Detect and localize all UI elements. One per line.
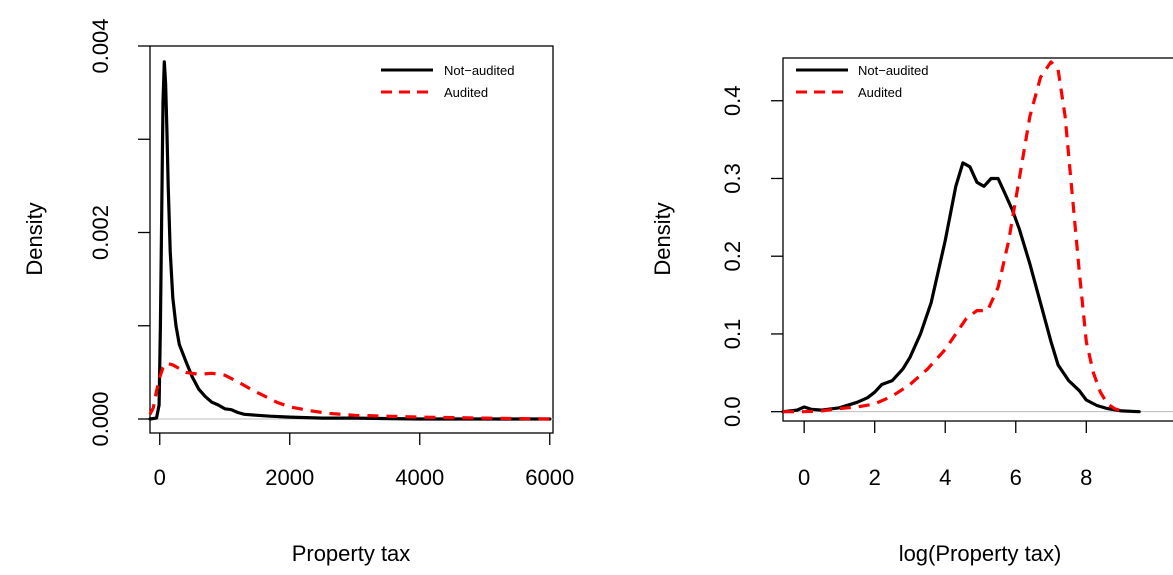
- right-series-line-not-audited: [781, 161, 1141, 414]
- right-y-ticks: 0.0 0.1 0.2 0.3 0.4: [720, 85, 783, 427]
- right-legend-label-audited: Audited: [858, 85, 902, 100]
- right-plot-box: [782, 57, 1173, 422]
- left-y-tick-label: 0.002: [88, 205, 113, 260]
- left-series-line-audited: [148, 361, 550, 421]
- left-y-axis-title: Density: [22, 202, 47, 275]
- left-x-tick-label: 2000: [265, 465, 314, 490]
- left-chart-panel: 0 2000 4000 6000 0.000 0.002 0.004 Property t…: [22, 18, 574, 566]
- left-y-tick-label: 0.000: [88, 391, 113, 446]
- right-x-tick-label: 2: [869, 465, 881, 490]
- right-y-tick-label: 0.2: [720, 241, 745, 272]
- right-x-tick-label: 6: [1010, 465, 1022, 490]
- left-series-line-not-audited: [148, 60, 552, 421]
- right-y-tick-label: 0.3: [720, 163, 745, 194]
- left-x-ticks: 0 2000 4000 6000: [154, 433, 574, 490]
- right-series-line-audited: [783, 60, 1123, 414]
- right-x-tick-label: 0: [798, 465, 810, 490]
- right-x-tick-label: 8: [1080, 465, 1092, 490]
- left-y-tick-label: 0.004: [88, 18, 113, 73]
- right-y-tick-label: 0.0: [720, 396, 745, 427]
- right-x-axis-title: log(Property tax): [899, 541, 1062, 566]
- left-legend-label-audited: Audited: [444, 85, 488, 100]
- left-y-ticks: 0.000 0.002 0.004: [88, 18, 150, 447]
- right-legend: Not−audited Audited: [796, 63, 928, 100]
- left-legend-label-not-audited: Not−audited: [444, 63, 514, 78]
- left-plot-box: [149, 45, 554, 434]
- left-legend: Not−audited Audited: [381, 63, 514, 100]
- left-x-tick-label: 6000: [525, 465, 574, 490]
- left-series: [148, 60, 552, 421]
- left-x-tick-label: 0: [154, 465, 166, 490]
- right-y-axis-title: Density: [650, 202, 675, 275]
- right-x-ticks: 0 2 4 6 8: [798, 421, 1092, 490]
- right-y-tick-label: 0.1: [720, 319, 745, 350]
- left-x-axis-title: Property tax: [292, 541, 411, 566]
- left-x-tick-label: 4000: [395, 465, 444, 490]
- right-x-tick-label: 4: [939, 465, 951, 490]
- right-legend-label-not-audited: Not−audited: [858, 63, 928, 78]
- right-series: [781, 60, 1141, 414]
- right-y-tick-label: 0.4: [720, 85, 745, 116]
